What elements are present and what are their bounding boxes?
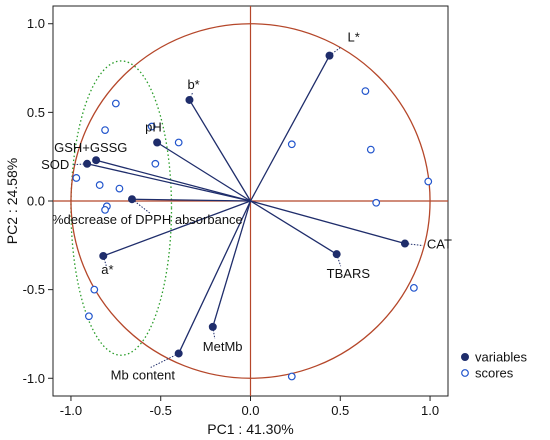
variable-label: %decrease of DPPH absorbance: [52, 212, 243, 227]
score-point: [361, 87, 370, 95]
variable-label: b*: [187, 77, 199, 92]
variable-point: [83, 159, 92, 168]
score-point: [366, 145, 375, 154]
score-point: [101, 205, 109, 214]
y-axis-title: PC2 : 24.58%: [4, 158, 20, 244]
label-leader-line: [150, 353, 179, 368]
score-point: [424, 177, 433, 186]
y-tick-label: 1.0: [27, 16, 45, 31]
variable-label: pH: [145, 120, 162, 135]
loading-vector: [95, 159, 251, 202]
variable-point: [208, 322, 217, 331]
label-leader-line: [329, 46, 342, 57]
loading-vector: [178, 200, 252, 354]
loading-vector: [103, 200, 251, 257]
loading-vector: [86, 163, 251, 202]
loading-vector: [250, 200, 406, 245]
y-tick-label: 0.5: [27, 105, 45, 120]
loading-vector: [188, 99, 252, 202]
loading-vector: [131, 198, 251, 202]
score-point: [95, 181, 104, 189]
variable-point: [185, 95, 194, 104]
loading-vector: [250, 200, 338, 255]
variable-label: SOD: [41, 157, 69, 172]
y-tick-label: 0.0: [27, 194, 45, 209]
score-point: [287, 372, 296, 381]
variable-point: [92, 156, 101, 165]
x-tick-label: -0.5: [150, 403, 172, 418]
loading-vector: [249, 55, 331, 202]
variable-label: a*: [101, 262, 113, 277]
y-tick-label: -1.0: [23, 371, 45, 386]
variable-label: TBARS: [327, 266, 371, 281]
loading-vector: [156, 141, 251, 202]
variable-label: L*: [348, 30, 360, 45]
score-point: [72, 174, 81, 182]
variable-point: [400, 239, 409, 248]
x-axis-title: PC1 : 41.30%: [207, 421, 293, 437]
variable-label: Mb content: [111, 367, 176, 382]
score-point: [151, 159, 160, 168]
label-leader-line: [212, 326, 216, 339]
score-point: [409, 283, 418, 292]
score-point: [90, 285, 99, 294]
score-point: [111, 99, 120, 108]
score-point: [101, 126, 109, 134]
label-leader-line: [73, 163, 88, 166]
x-tick-label: 0.0: [241, 403, 259, 418]
x-tick-label: -1.0: [60, 403, 82, 418]
x-tick-label: 1.0: [421, 403, 439, 418]
y-tick-label: -0.5: [23, 282, 45, 297]
legend-label: variables: [475, 350, 528, 365]
variable-point: [153, 138, 162, 147]
variable-label: GSH+GSSG: [54, 140, 127, 155]
score-point: [147, 122, 156, 131]
x-tick-label: 0.5: [331, 403, 349, 418]
score-point: [85, 312, 93, 321]
label-leader-line: [336, 254, 342, 267]
score-point: [115, 184, 124, 193]
legend-marker-variables: [461, 353, 469, 361]
legend-label: scores: [475, 366, 514, 381]
variable-point: [332, 250, 341, 259]
score-point: [287, 140, 296, 149]
variable-point: [174, 349, 183, 358]
variable-label: MetMb: [203, 339, 243, 354]
variable-point: [325, 51, 334, 60]
variable-point: [128, 195, 136, 204]
variable-point: [99, 251, 108, 260]
legend-marker-scores: [461, 369, 469, 377]
variable-label: CAT: [427, 237, 452, 252]
loading-vector: [212, 200, 252, 328]
score-point: [372, 198, 381, 207]
score-point: [174, 138, 183, 147]
